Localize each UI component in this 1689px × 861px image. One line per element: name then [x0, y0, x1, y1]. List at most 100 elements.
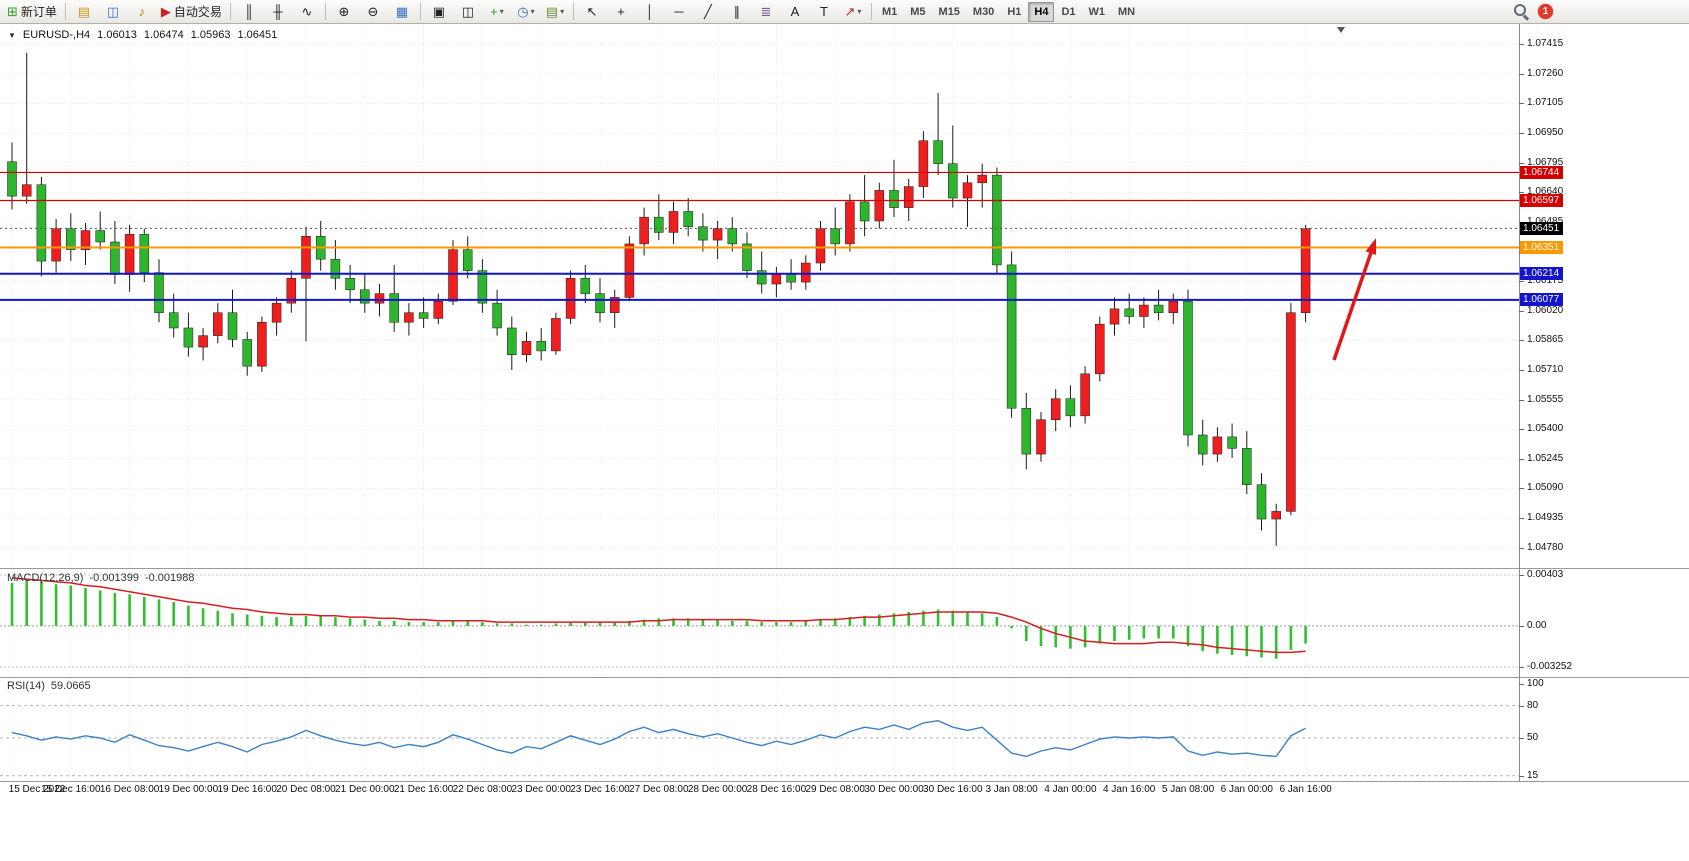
price-axis-tick — [1519, 162, 1524, 164]
timeframe-m1-button[interactable]: M1 — [881, 5, 898, 18]
timeframe-h4-button[interactable]: H4 — [1028, 1, 1055, 22]
charts-button[interactable]: ▤ — [70, 1, 98, 23]
alerts-button[interactable]: ♪ — [128, 1, 156, 23]
price-line-label[interactable]: 1.06744 — [1520, 165, 1564, 179]
chart-symbol-period: EURUSD-,H4 — [22, 29, 91, 41]
period-button[interactable]: ◷ ▾ — [512, 1, 540, 23]
label-button[interactable]: T — [810, 1, 838, 23]
bar-chart-button[interactable]: ║ — [235, 1, 263, 23]
macd-axis-tick — [1519, 625, 1524, 627]
new-chart-button[interactable]: + ▾ — [483, 1, 511, 23]
toolbar-separator — [572, 3, 574, 20]
macd-main-value: -0.001399 — [89, 572, 139, 584]
label-icon: T — [819, 4, 828, 19]
horizontal-line-button[interactable]: ─ — [665, 1, 693, 23]
zoom-out-button[interactable]: ⊖ — [359, 1, 387, 23]
price-axis-tick — [1519, 310, 1524, 312]
panel-separator[interactable] — [0, 677, 1689, 678]
chart-window[interactable]: ▼ EURUSD-,H4 1.06013 1.06474 1.05963 1.0… — [0, 24, 1689, 861]
timeframe-m15-button[interactable]: M15 — [938, 5, 960, 18]
price-axis-tick — [1519, 340, 1524, 342]
price-axis-tick — [1519, 547, 1524, 549]
rsi-panel[interactable] — [0, 678, 1519, 781]
channel-button[interactable]: ∥ — [723, 1, 751, 23]
candlestick-chart[interactable] — [0, 24, 1519, 568]
macd-axis-tick — [1519, 666, 1524, 668]
time-axis-value: 19 Dec 16:00 — [217, 784, 277, 795]
macd-axis-tick — [1519, 574, 1524, 576]
timeframe-w1-button[interactable]: W1 — [1088, 5, 1106, 18]
time-axis-value: 6 Jan 16:00 — [1279, 784, 1332, 795]
timeframe-mn-button[interactable]: MN — [1118, 5, 1136, 18]
timeframe-m5-button[interactable]: M5 — [910, 5, 926, 18]
price-axis-tick — [1519, 458, 1524, 460]
template-dropdown-icon[interactable]: ▾ — [560, 7, 565, 16]
price-axis-value: 1.04780 — [1527, 541, 1564, 553]
profiles-button[interactable]: ◫ — [99, 1, 127, 23]
price-axis-value: 1.05090 — [1527, 482, 1564, 494]
profiles-icon: ◫ — [106, 4, 120, 19]
chart-ohlc-header: ▼ EURUSD-,H4 1.06013 1.06474 1.05963 1.0… — [8, 29, 277, 41]
arrows-button[interactable]: ↗ ▾ — [839, 1, 867, 23]
price-line-label[interactable]: 1.06597 — [1520, 194, 1564, 208]
time-axis-value: 23 Dec 16:00 — [570, 784, 630, 795]
period-dropdown-icon[interactable]: ▾ — [530, 7, 535, 16]
time-axis-value: 4 Jan 00:00 — [1044, 784, 1097, 795]
time-axis-value: 28 Dec 00:00 — [687, 784, 748, 795]
price-axis-value: 1.05400 — [1527, 423, 1564, 435]
price-axis-tick — [1519, 44, 1524, 46]
price-axis-value: 1.06175 — [1527, 275, 1564, 287]
toolbar-separator — [229, 3, 231, 20]
cursor-button[interactable]: ↖ — [578, 1, 606, 23]
zoom-in-button[interactable]: ⊕ — [330, 1, 358, 23]
price-axis-tick — [1519, 488, 1524, 490]
price-axis-tick — [1519, 103, 1524, 105]
search-icon[interactable] — [1513, 3, 1529, 19]
arrows-icon: ↗ — [844, 4, 856, 19]
trendline-button[interactable]: ╱ — [694, 1, 722, 23]
line-chart-button[interactable]: ∿ — [293, 1, 321, 23]
time-axis-value: 15 Dec 16:00 — [41, 784, 101, 795]
rsi-axis-tick — [1519, 738, 1524, 739]
new-order-icon: ⊞ — [7, 4, 18, 19]
tile-windows-button[interactable]: ▦ — [388, 1, 416, 23]
vertical-line-button[interactable]: │ — [636, 1, 664, 23]
one-click-trading-toggle[interactable]: ▼ — [8, 30, 16, 40]
autotrading-button-label: 自动交易 — [173, 5, 222, 19]
price-line-label[interactable]: 1.06351 — [1520, 241, 1564, 255]
price-axis-value: 1.06950 — [1527, 127, 1564, 139]
time-axis-value: 16 Dec 08:00 — [99, 784, 160, 795]
new-order-button[interactable]: ⊞ 新订单 — [3, 1, 61, 23]
timeframe-m30-button[interactable]: M30 — [972, 5, 995, 18]
rsi-axis-tick — [1519, 775, 1524, 777]
panel-separator[interactable] — [0, 781, 1689, 782]
timeframe-h1-button[interactable]: H1 — [1007, 5, 1022, 18]
crosshair-icon: + — [617, 4, 625, 19]
new-chart-dropdown-icon[interactable]: ▾ — [499, 7, 504, 16]
price-axis-value: 1.07415 — [1527, 38, 1564, 50]
timeframe-d1-button[interactable]: D1 — [1061, 5, 1076, 18]
price-axis-tick — [1519, 73, 1524, 75]
rsi-value: 59.0665 — [50, 680, 91, 692]
autotrading-button[interactable]: ▶ 自动交易 — [157, 1, 226, 23]
notification-badge[interactable]: 1 — [1538, 3, 1553, 19]
price-line-label[interactable]: 1.06077 — [1520, 293, 1564, 307]
candlestick-button[interactable]: ╫ — [264, 1, 292, 23]
price-line-label[interactable]: 1.06214 — [1520, 267, 1564, 281]
arrange-windows-button[interactable]: ◫ — [454, 1, 482, 23]
template-button[interactable]: ▤ ▾ — [541, 1, 569, 23]
arrows-dropdown-icon[interactable]: ▾ — [857, 7, 862, 16]
crosshair-button[interactable]: + — [607, 1, 635, 23]
cascade-windows-button[interactable]: ▣ — [425, 1, 453, 23]
macd-panel[interactable] — [0, 569, 1519, 677]
zoom-in-icon: ⊕ — [338, 4, 350, 19]
text-button[interactable]: A — [781, 1, 809, 23]
time-axis-value: 15 Dec 2022 — [8, 784, 66, 795]
price-axis-value: 1.05865 — [1527, 334, 1564, 346]
rsi-axis-value: 15 — [1527, 769, 1539, 781]
time-axis-value: 29 Dec 08:00 — [805, 784, 865, 795]
panel-separator[interactable] — [0, 568, 1689, 569]
macd-indicator-label: MACD(12,26,9) -0.001399 -0.001988 — [7, 572, 195, 584]
price-axis-tick — [1519, 518, 1524, 520]
fibonacci-button[interactable]: ≣ — [752, 1, 780, 23]
